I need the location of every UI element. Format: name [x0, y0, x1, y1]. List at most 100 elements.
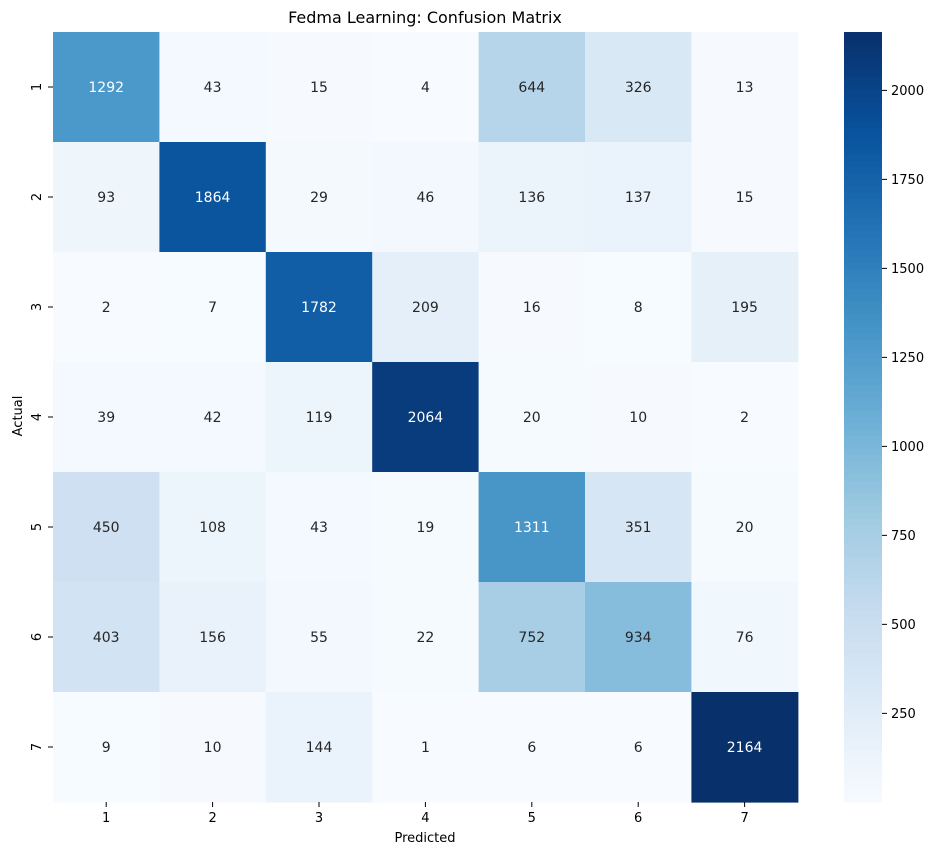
heatmap-cell: [265, 362, 373, 473]
colorbar-segment: [844, 359, 882, 367]
colorbar-segment: [844, 89, 882, 97]
colorbar-segment: [844, 545, 882, 553]
heatmap-cell: [53, 362, 160, 473]
colorbar-segment: [844, 346, 882, 354]
colorbar-segment: [844, 147, 882, 155]
colorbar-segment: [844, 455, 882, 463]
colorbar-tick-label: 250: [891, 707, 916, 722]
colorbar-segment: [844, 295, 882, 303]
cell-value-label: 15: [310, 80, 328, 96]
heatmap-cell: [159, 582, 267, 693]
colorbar-segment: [844, 737, 882, 745]
cell-value-label: 136: [518, 190, 545, 206]
colorbar-segment: [844, 275, 882, 283]
cell-value-label: 9: [102, 740, 111, 756]
colorbar-segment: [844, 712, 882, 720]
heatmap-cell: [159, 142, 267, 253]
y-tick-label: 5: [30, 523, 45, 531]
colorbar-segment: [844, 224, 882, 232]
colorbar-segment: [844, 519, 882, 527]
colorbar-segment: [844, 282, 882, 290]
cell-value-label: 43: [204, 80, 222, 96]
cell-value-label: 108: [199, 520, 226, 536]
colorbar-segment: [844, 384, 882, 392]
colorbar-segment: [844, 32, 882, 40]
colorbar-segment: [844, 596, 882, 604]
colorbar-segment: [844, 237, 882, 245]
heatmap-cell: [691, 582, 799, 693]
colorbar-segment: [844, 538, 882, 546]
colorbar-segment: [844, 667, 882, 675]
colorbar-segment: [844, 160, 882, 168]
colorbar-segment: [844, 603, 882, 611]
y-axis-label: Actual: [11, 396, 26, 437]
x-tick-label: 2: [208, 811, 216, 826]
colorbar-segment: [844, 628, 882, 636]
heatmap-cell: [265, 32, 373, 143]
heatmap-cell: [265, 142, 373, 253]
colorbar-segment: [844, 134, 882, 142]
colorbar-segment: [844, 590, 882, 598]
cell-value-label: 1782: [301, 300, 337, 316]
colorbar-segment: [844, 782, 882, 790]
colorbar-segment: [844, 468, 882, 476]
colorbar-segment: [844, 692, 882, 700]
colorbar-segment: [844, 352, 882, 360]
colorbar-segment: [844, 218, 882, 226]
heatmap-cell: [585, 692, 692, 803]
heatmap-cell: [53, 142, 160, 253]
cell-value-label: 13: [736, 80, 754, 96]
colorbar-segment: [844, 44, 882, 52]
colorbar-segment: [844, 333, 882, 341]
cell-value-label: 351: [625, 520, 652, 536]
colorbar-segment: [844, 474, 882, 482]
y-axis-ticks: 1 2 3 4 5 6 7: [30, 83, 53, 751]
colorbar-tick-label: 1250: [891, 351, 924, 366]
cell-value-label: 144: [306, 740, 333, 756]
colorbar: 2000 1750 1500 1250 1000 750 500 250: [844, 32, 924, 803]
colorbar-segment: [844, 378, 882, 386]
colorbar-segment: [844, 417, 882, 425]
colorbar-segment: [844, 532, 882, 540]
colorbar-segment: [844, 506, 882, 514]
heatmap-cell: [372, 582, 480, 693]
colorbar-segment: [844, 571, 882, 579]
heatmap-cell: [372, 252, 480, 363]
cell-value-label: 29: [310, 190, 328, 206]
colorbar-segment: [844, 699, 882, 707]
heatmap-cell: [585, 142, 692, 253]
x-axis-ticks: 1 2 3 4 5 6 7: [102, 802, 749, 826]
colorbar-segment: [844, 76, 882, 84]
colorbar-segment: [844, 70, 882, 78]
colorbar-segment: [844, 109, 882, 117]
colorbar-segment: [844, 481, 882, 489]
cell-value-label: 39: [97, 410, 115, 426]
cell-value-label: 326: [625, 80, 652, 96]
cell-value-label: 1292: [88, 80, 124, 96]
colorbar-segment: [844, 307, 882, 315]
heatmap-cell: [478, 582, 586, 693]
heatmap-cell: [159, 362, 267, 473]
colorbar-segment: [844, 327, 882, 335]
cell-value-label: 137: [625, 190, 652, 206]
y-tick-label: 6: [30, 633, 45, 641]
cell-value-label: 2164: [727, 740, 763, 756]
colorbar-segment: [844, 622, 882, 630]
cell-value-label: 15: [736, 190, 754, 206]
heatmap-cell: [53, 472, 160, 583]
colorbar-segment: [844, 173, 882, 181]
heatmap-cell: [691, 252, 799, 363]
colorbar-tick-label: 2000: [891, 84, 924, 99]
cell-value-label: 16: [523, 300, 541, 316]
heatmap-cell: [53, 582, 160, 693]
cell-value-label: 46: [416, 190, 434, 206]
cell-value-label: 1311: [514, 520, 550, 536]
colorbar-segment: [844, 153, 882, 161]
x-tick-label: 3: [315, 811, 323, 826]
colorbar-segment: [844, 51, 882, 59]
colorbar-segment: [844, 744, 882, 752]
colorbar-segment: [844, 487, 882, 495]
cell-value-label: 7: [208, 300, 217, 316]
